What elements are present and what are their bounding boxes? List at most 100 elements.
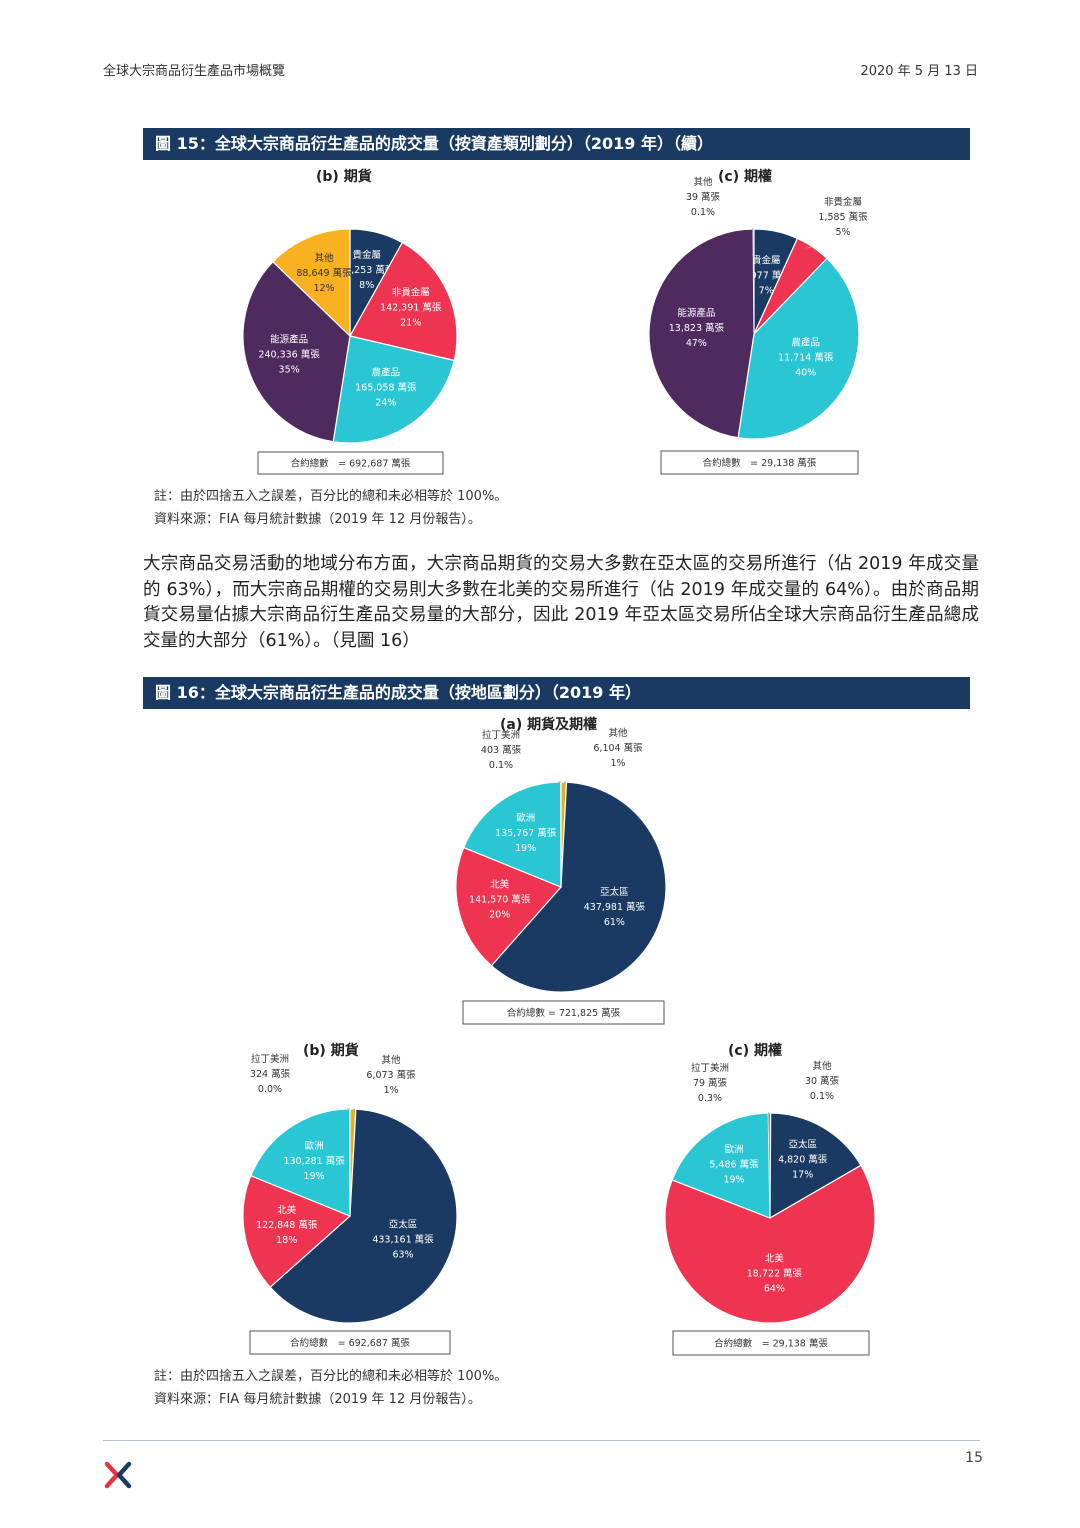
slice-value-label: 13,823 萬張 xyxy=(669,322,725,334)
slice-name-label: 歐洲 xyxy=(305,1140,324,1152)
slice-name-label: 農產品 xyxy=(372,366,401,378)
fig16-a-subtitle: (a) 期貨及期權 xyxy=(500,717,598,733)
pie-slice-1 xyxy=(349,241,458,362)
slice-pct-label: 17% xyxy=(792,1170,813,1181)
slice-value-label: 88,649 萬張 xyxy=(296,267,352,279)
slice-name-label: 拉丁美洲 xyxy=(251,1053,289,1065)
hkex-logo-icon xyxy=(104,1461,132,1489)
slice-value-label: 56,253 萬張 xyxy=(339,264,395,276)
total-contracts-label: 合約總數 = 29,138 萬張 xyxy=(703,457,817,469)
pie-slice-2 xyxy=(242,1174,352,1289)
slice-pct-label: 8% xyxy=(359,280,374,291)
slice-pct-label: 1% xyxy=(610,758,625,769)
slice-name-label: 貴金屬 xyxy=(352,249,381,261)
slice-name-label: 其他 xyxy=(812,1060,832,1072)
pie-slice-3 xyxy=(671,1112,771,1219)
pie-slice-1 xyxy=(769,1112,862,1220)
slice-value-label: 4,820 萬張 xyxy=(778,1154,828,1166)
fig16-source: 資料來源：FIA 每月統計數據（2019 年 12 月份報告）。 xyxy=(154,1392,481,1407)
slice-value-label: 6,104 萬張 xyxy=(593,742,643,754)
slice-name-label: 其他 xyxy=(314,252,334,264)
slice-name-label: 其他 xyxy=(381,1054,401,1066)
pie-slice-2 xyxy=(332,335,455,444)
slice-value-label: 6,073 萬張 xyxy=(366,1069,416,1081)
slice-name-label: 北美 xyxy=(277,1204,297,1216)
slice-pct-label: 35% xyxy=(279,364,300,375)
slice-name-label: 拉丁美洲 xyxy=(482,729,520,741)
slice-pct-label: 7% xyxy=(759,286,774,297)
pie-slice-1 xyxy=(490,781,667,993)
body-paragraph: 大宗商品交易活動的地域分布方面，大宗商品期貨的交易大多數在亞太區的交易所進行（佔… xyxy=(143,554,979,651)
slice-pct-label: 0.1% xyxy=(691,207,715,218)
fig16-b-subtitle: (b) 期貨 xyxy=(303,1043,359,1059)
slice-value-label: 165,058 萬張 xyxy=(355,381,417,393)
fig15-source: 資料來源：FIA 每月統計數據（2019 年 12 月份報告）。 xyxy=(154,512,481,527)
slice-name-label: 亞太區 xyxy=(600,886,629,898)
slice-value-label: 403 萬張 xyxy=(481,744,522,756)
fig15-b-subtitle: (b) 期貨 xyxy=(316,169,372,185)
slice-name-label: 北美 xyxy=(490,878,510,890)
footer-divider xyxy=(103,1440,980,1441)
page-number: 15 xyxy=(965,1450,983,1466)
slice-value-label: 141,570 萬張 xyxy=(469,893,531,905)
pie-slice-2 xyxy=(664,1164,876,1324)
slice-name-label: 能源產品 xyxy=(677,307,715,319)
slice-pct-label: 24% xyxy=(375,397,396,408)
slice-name-label: 亞太區 xyxy=(788,1139,817,1151)
slice-value-label: 122,848 萬張 xyxy=(256,1219,318,1231)
leader-line xyxy=(804,246,814,249)
total-box xyxy=(672,1330,870,1356)
pie-slice-1 xyxy=(269,1108,458,1324)
fig16-note: 註：由於四捨五入之誤差，百分比的總和未必相等於 100%。 xyxy=(154,1369,508,1384)
total-box xyxy=(249,1330,451,1355)
slice-pct-label: 18% xyxy=(276,1235,297,1246)
slice-pct-label: 0.1% xyxy=(489,760,513,771)
slice-pct-label: 64% xyxy=(764,1284,785,1295)
slice-value-label: 324 萬張 xyxy=(250,1068,291,1080)
slice-name-label: 拉丁美洲 xyxy=(691,1062,729,1074)
pie-slice-3 xyxy=(242,260,351,443)
slice-pct-label: 1% xyxy=(383,1085,398,1096)
fig15-c-subtitle: (c) 期權 xyxy=(718,169,772,185)
slice-value-label: 437,981 萬張 xyxy=(584,901,646,913)
slice-pct-label: 20% xyxy=(489,909,510,920)
slice-value-label: 1,585 萬張 xyxy=(818,211,868,223)
total-contracts-label: 合約總數 = 692,687 萬張 xyxy=(290,1337,410,1349)
slice-value-label: 135,767 萬張 xyxy=(495,827,557,839)
slice-value-label: 240,336 萬張 xyxy=(258,348,320,360)
fig15-note: 註：由於四捨五入之誤差，百分比的總和未必相等於 100%。 xyxy=(154,489,508,504)
total-contracts-label: 合約總數 = 721,825 萬張 xyxy=(507,1007,621,1019)
slice-value-label: 5,486 萬張 xyxy=(709,1158,759,1170)
slice-value-label: 130,281 萬張 xyxy=(283,1155,345,1167)
slice-name-label: 歐洲 xyxy=(724,1143,743,1155)
pie-slice-3 xyxy=(648,228,755,439)
figure16-title-bar: 圖 16：全球大宗商品衍生產品的成交量（按地區劃分）（2019 年） xyxy=(143,677,970,709)
slice-pct-label: 5% xyxy=(835,227,850,238)
slice-name-label: 能源產品 xyxy=(270,333,308,345)
slice-value-label: 39 萬張 xyxy=(686,191,721,203)
slice-name-label: 非貴金屬 xyxy=(392,286,430,298)
slice-name-label: 其他 xyxy=(693,176,713,188)
slice-value-label: 30 萬張 xyxy=(805,1075,840,1087)
slice-pct-label: 21% xyxy=(400,317,421,328)
slice-pct-label: 61% xyxy=(604,917,625,928)
slice-value-label: 433,161 萬張 xyxy=(372,1234,434,1246)
total-box xyxy=(660,450,859,475)
slice-value-label: 142,391 萬張 xyxy=(380,301,442,313)
pie-slice-3 xyxy=(462,781,562,888)
slice-value-label: 79 萬張 xyxy=(693,1077,728,1089)
slice-pct-label: 0.0% xyxy=(258,1084,282,1095)
doc-title: 全球大宗商品衍生產品市場概覽 xyxy=(103,64,286,79)
total-box xyxy=(257,451,444,475)
total-contracts-label: 合約總數 = 29,138 萬張 xyxy=(714,1338,828,1350)
slice-pct-label: 19% xyxy=(304,1171,325,1182)
slice-value-label: 11,714 萬張 xyxy=(778,352,834,364)
fig16-c-subtitle: (c) 期權 xyxy=(728,1043,782,1059)
figure15-title-bar: 圖 15：全球大宗商品衍生產品的成交量（按資產類別劃分）（2019 年）（續） xyxy=(143,128,970,160)
slice-pct-label: 40% xyxy=(795,368,816,379)
slice-pct-label: 0.3% xyxy=(698,1093,722,1104)
slice-name-label: 其他 xyxy=(608,727,628,739)
